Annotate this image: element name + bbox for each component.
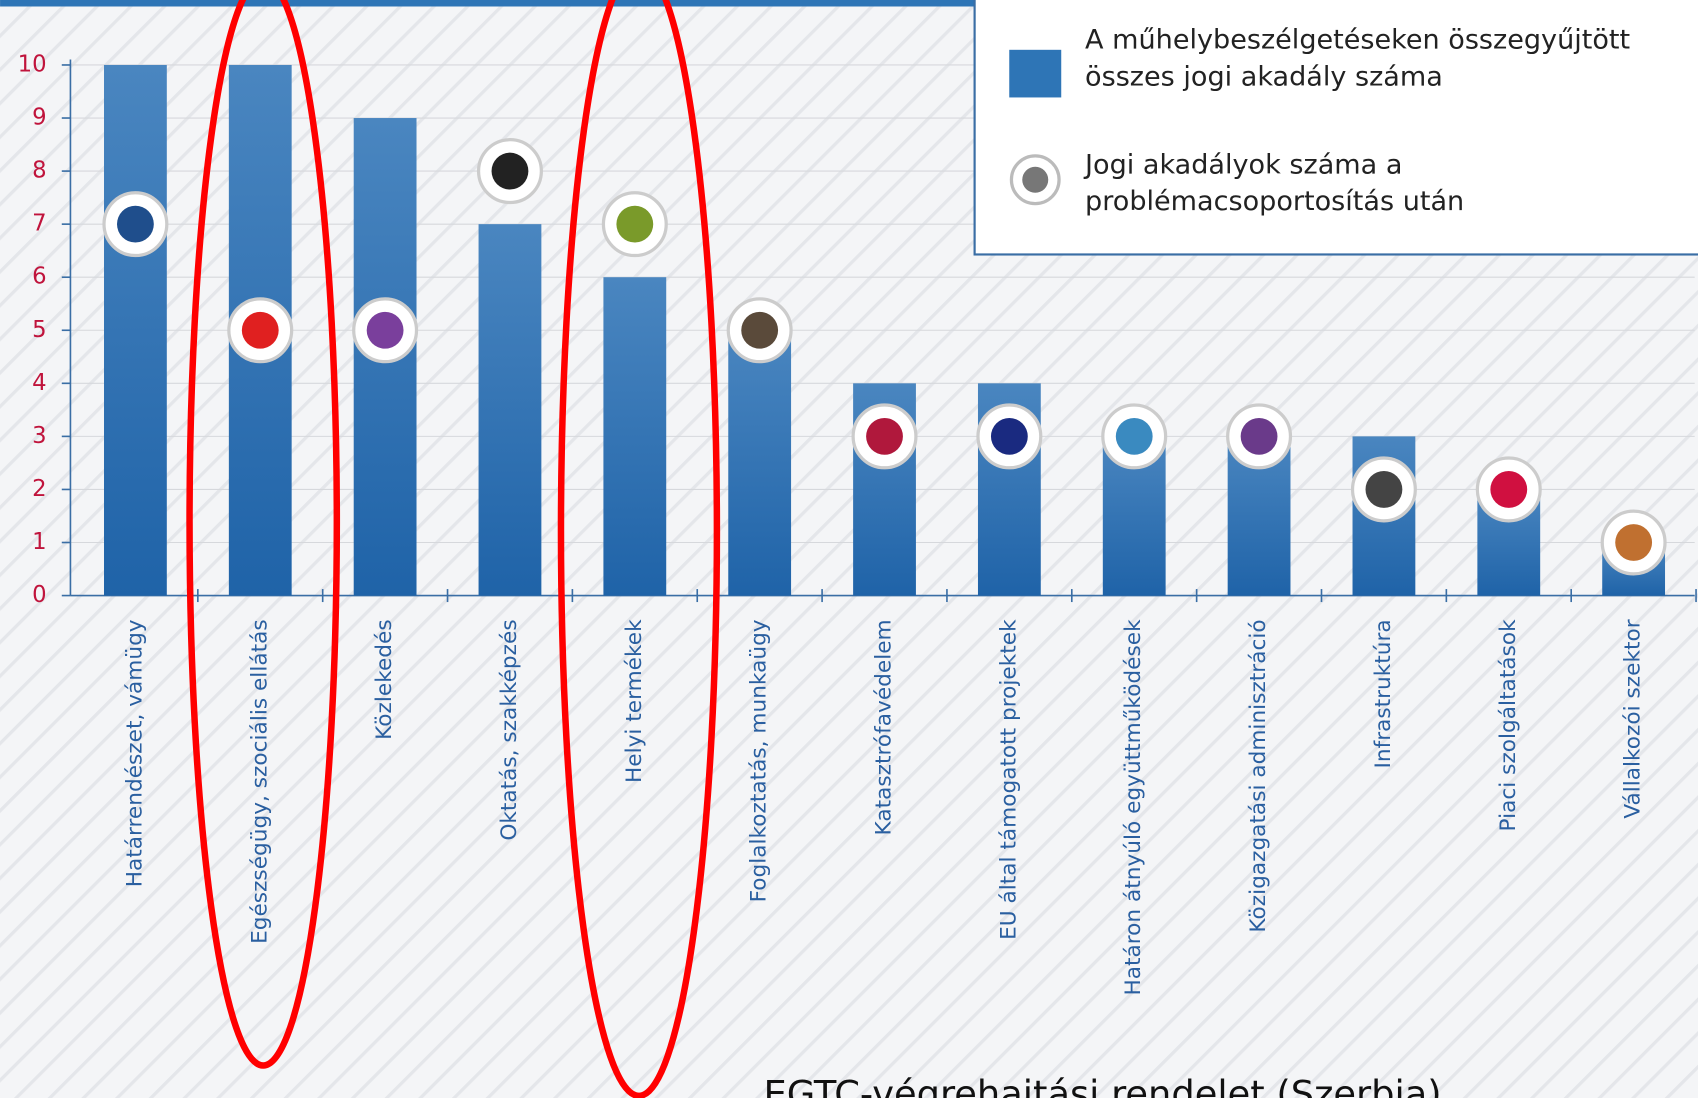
y-tick-label: 7 [32,211,46,237]
marker-icon [1240,417,1278,455]
marker-icon [1615,524,1653,561]
marker-icon [241,311,279,349]
x-tick-label: Egészségügy, szociális ellátás [247,619,272,944]
marker-icon [1365,471,1403,508]
legend-marker-dot [1022,166,1049,193]
legend-label: Jogi akadályok száma a problémacsoportosí… [1083,149,1464,217]
y-tick-label: 0 [32,582,46,608]
y-tick-label: 10 [18,51,47,77]
x-tick-label: Oktatás, szakképzés [497,619,522,840]
top-band [0,0,1698,7]
marker-icon [866,417,903,455]
annotation: EGTC-végrehajtási rendelet (Szerbia) [763,1073,1441,1098]
marker-icon [117,205,154,243]
x-tick-label: Piaci szolgáltatások [1496,619,1521,832]
x-tick-label: Közlekedés [372,619,397,739]
marker-icon [616,205,654,243]
marker-icon [990,417,1028,455]
y-tick-label: 2 [32,476,46,502]
highlight-ellipse [557,0,721,1098]
marker-icon [491,152,529,190]
y-tick-label: 8 [32,158,46,184]
bar [478,224,542,596]
highlight-ellipse [186,0,341,1069]
marker-icon [366,311,404,349]
y-tick-label: 1 [32,529,46,555]
x-tick-label: EU által támogatott projektek [996,619,1021,940]
x-tick-label: Foglalkoztatás, munkaügy [747,619,772,902]
legend-swatch [1009,49,1062,98]
marker-icon [1115,417,1153,455]
marker-icon [741,311,779,349]
bar [104,64,167,596]
y-tick-label: 9 [32,105,46,131]
bar [603,277,667,596]
y-tick-label: 5 [32,317,46,343]
marker-icon [1490,471,1528,508]
y-tick-label: 3 [32,423,46,449]
x-tick-label: Határon átnyúló együttműködések [1121,619,1146,996]
x-tick-label: Helyi termékek [622,619,647,783]
y-tick-label: 4 [32,370,46,396]
legend-box [973,0,1698,256]
y-tick-label: 6 [32,264,46,290]
legend-label: A műhelybeszélgetéseken összegyűjtött öss… [1085,25,1630,93]
bar [728,330,792,596]
x-tick-label: Határrendészet, vámügy [122,619,147,887]
x-tick-label: Katasztrófavédelem [872,619,897,835]
x-tick-label: Közigazgatási adminisztráció [1246,619,1271,932]
x-tick-label: Infrastruktúra [1371,619,1396,768]
x-tick-label: Vállalkozói szektor [1621,619,1646,818]
